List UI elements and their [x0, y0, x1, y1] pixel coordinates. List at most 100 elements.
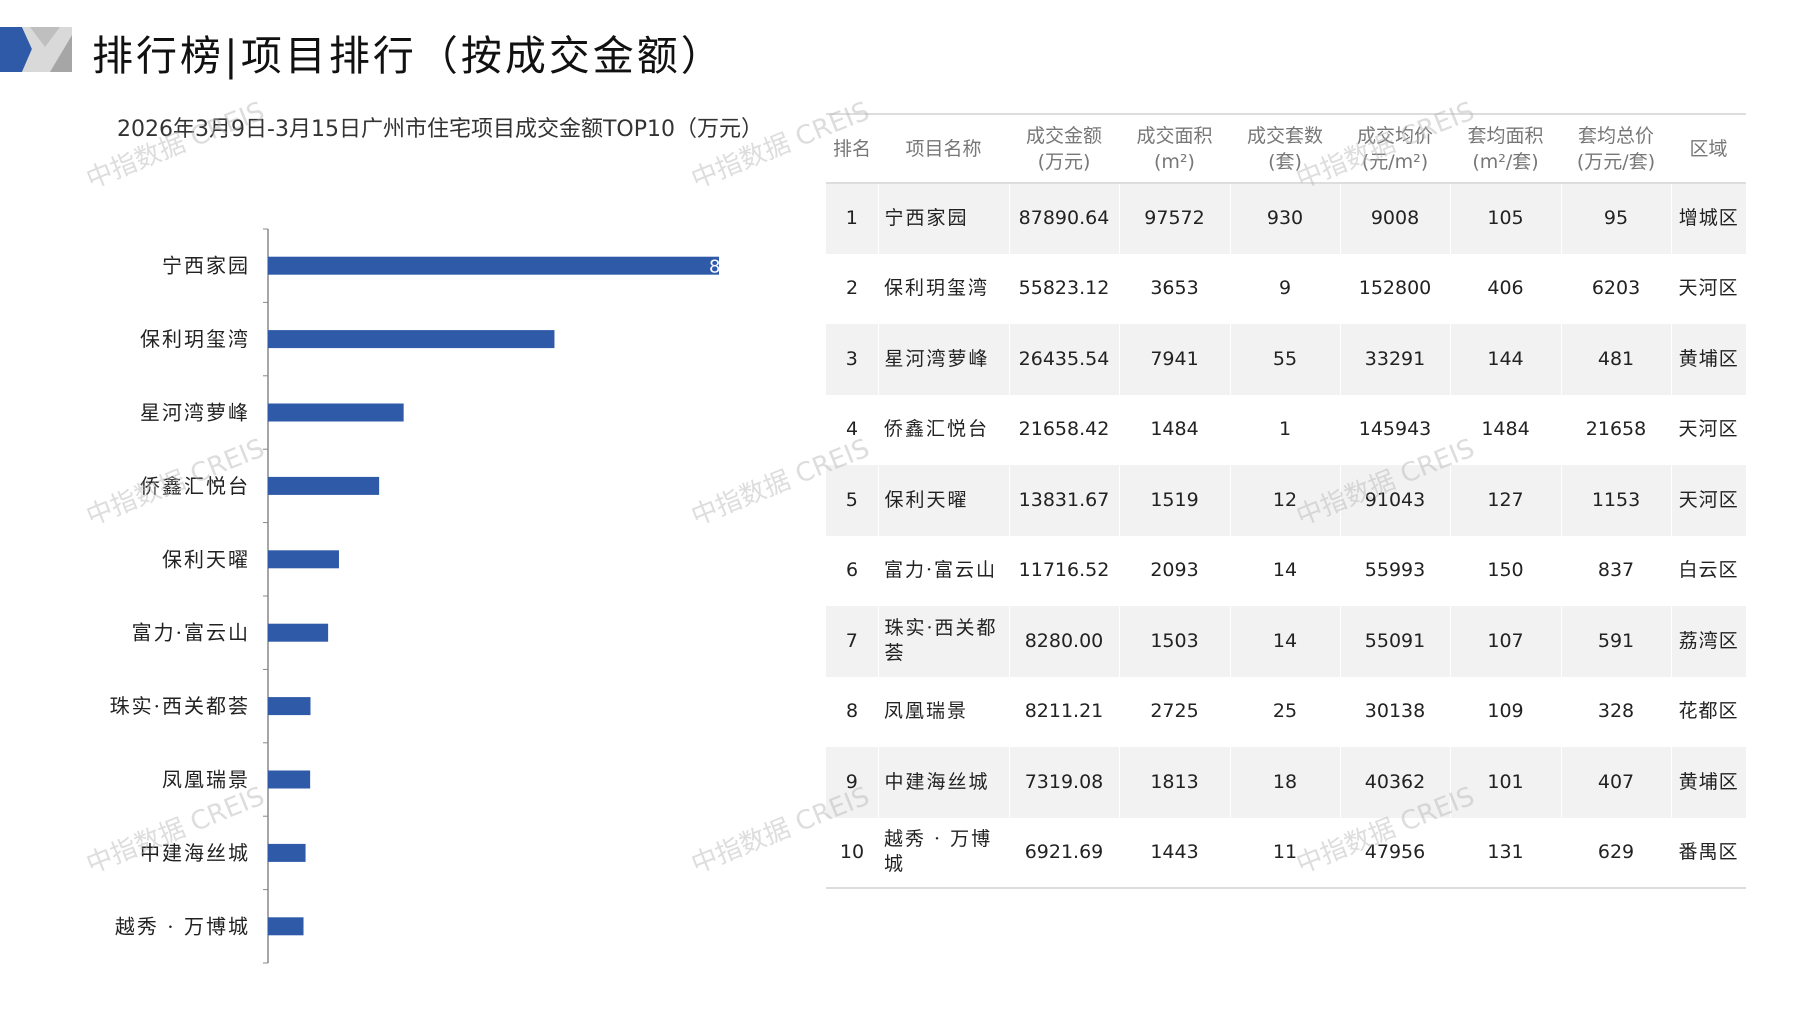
table-cell: 8211.21	[1024, 700, 1104, 723]
table-cell: 1484	[1481, 418, 1530, 441]
table-cell: 40362	[1339, 747, 1450, 818]
table-cell: 中建海丝城	[877, 747, 1009, 818]
category-label: 富力·富云山	[132, 621, 250, 645]
table-cell: 白云区	[1678, 559, 1739, 582]
header-line: 项目名称	[905, 137, 982, 160]
table-cell: 55	[1229, 324, 1340, 395]
table-cell: 14	[1229, 606, 1340, 677]
table-cell: 12	[1229, 465, 1340, 536]
table-cell: 增城区	[1670, 183, 1746, 254]
category-label: 宁西家园	[162, 254, 250, 278]
table-cell: 14	[1272, 559, 1298, 582]
table-cell: 144	[1449, 324, 1561, 395]
table-cell: 930	[1229, 183, 1340, 254]
table-cell: 55091	[1339, 606, 1450, 677]
header-line: 套均总价	[1577, 124, 1654, 147]
bar	[268, 403, 404, 422]
table-cell: 凤凰瑞景	[884, 700, 969, 723]
header-line: (m²/套)	[1472, 150, 1539, 173]
table-cell: 406	[1487, 277, 1524, 300]
table-cell: 4	[845, 418, 859, 441]
table-cell: 宁西家园	[877, 183, 1009, 254]
table-cell: 2093	[1150, 559, 1199, 582]
table-row: 5 保利天曜 13831.67 1519 12 91043 127 1153 天河区	[826, 465, 1746, 536]
table-cell: 10	[826, 817, 878, 889]
table-cell: 6203	[1591, 277, 1641, 300]
bar	[268, 770, 311, 789]
page-title: 排行榜|项目排行（按成交金额）	[92, 32, 725, 80]
table-cell: 3653	[1150, 277, 1199, 300]
table-cell: 黄埔区	[1670, 324, 1746, 395]
table-cell: 富力·富云山	[884, 559, 998, 582]
table-cell: 33291	[1339, 324, 1450, 395]
bar	[268, 476, 380, 495]
table-cell: 11716.52	[1018, 559, 1110, 582]
table-row: 7 珠实·西关都荟 8280.00 1503 14 55091 107 591 荔湾区	[826, 606, 1746, 677]
category-label: 中建海丝城	[140, 841, 250, 865]
chart-title: 2026年3月9日-3月15日广州市住宅项目成交金额TOP10（万元）	[117, 117, 763, 142]
header-line: 成交均价	[1356, 124, 1433, 147]
header-line: 成交金额	[1025, 124, 1102, 147]
table-cell: 21658	[1585, 418, 1647, 441]
table-cell: 星河湾萝峰	[877, 324, 1009, 395]
table-cell: 2725	[1150, 700, 1199, 723]
column-header: 套均面积 (m²/套)	[1450, 113, 1561, 184]
table-cell: 328	[1597, 700, 1635, 723]
table-cell: 55993	[1364, 559, 1426, 582]
header-line: (元/m²)	[1361, 150, 1429, 173]
table-cell: 107	[1449, 606, 1561, 677]
table-cell: 1503	[1118, 606, 1230, 677]
table-cell: 荔湾区	[1670, 606, 1746, 677]
table-cell: 407	[1560, 747, 1671, 818]
table-row: 10 越秀 · 万博城 6921.69 1443 11 47956 131 629 番禺区	[826, 817, 1746, 889]
table-cell: 109	[1487, 700, 1524, 723]
table-row: 1 宁西家园 87890.64 97572 930 9008 105 95 增城区	[826, 183, 1746, 254]
column-header: 成交面积 (m²)	[1119, 113, 1230, 184]
table-cell: 55823.12	[1018, 277, 1110, 300]
header-line: (套)	[1268, 150, 1302, 173]
table-cell: 47956	[1340, 817, 1450, 889]
header-line: 套均面积	[1467, 124, 1544, 147]
table-cell: 1	[826, 183, 878, 254]
table-cell: 1484	[1150, 418, 1199, 441]
table-cell: 18	[1229, 747, 1340, 818]
table-cell: 629	[1561, 817, 1671, 889]
table-cell: 30138	[1364, 700, 1426, 723]
table-cell: 127	[1449, 465, 1561, 536]
table-cell: 152800	[1358, 277, 1432, 300]
table-cell: 8280.00	[1008, 606, 1119, 677]
table-cell: 2	[845, 277, 859, 300]
table-cell: 1153	[1560, 465, 1671, 536]
table-cell: 1519	[1118, 465, 1230, 536]
table-cell: 天河区	[1670, 465, 1746, 536]
column-header: 项目名称	[878, 113, 1009, 184]
column-header: 成交均价 (元/m²)	[1340, 113, 1450, 184]
table-cell: 9	[826, 747, 878, 818]
bar	[268, 623, 329, 642]
table-cell: 1443	[1119, 817, 1230, 889]
table-cell: 13831.67	[1008, 465, 1119, 536]
table-row: 9 中建海丝城 7319.08 1813 18 40362 101 407 黄埔区	[826, 747, 1746, 818]
table-cell: 黄埔区	[1670, 747, 1746, 818]
header-line: 成交面积	[1136, 124, 1213, 147]
table-cell: 25	[1272, 700, 1298, 723]
table-cell: 131	[1450, 817, 1561, 889]
table-cell: 天河区	[1678, 277, 1739, 300]
table-row: 8 凤凰瑞景 8211.21 2725 25 30138 109 328 花都区	[826, 677, 1746, 748]
table-cell: 5	[826, 465, 878, 536]
table-cell: 保利玥玺湾	[884, 277, 990, 300]
table-cell: 95	[1560, 183, 1671, 254]
category-label: 侨鑫汇悦台	[140, 474, 250, 498]
table-cell: 侨鑫汇悦台	[884, 418, 990, 441]
header-line: (m²)	[1154, 150, 1195, 173]
category-label: 凤凰瑞景	[162, 768, 250, 792]
table-row: 4 侨鑫汇悦台 21658.42 1484 1 145943 1484 21658 天河区	[826, 395, 1746, 466]
category-label: 保利天曜	[162, 547, 250, 571]
bar	[268, 256, 719, 275]
table-cell: 150	[1487, 559, 1524, 582]
table-cell: 7941	[1118, 324, 1230, 395]
table-cell: 591	[1560, 606, 1671, 677]
bar	[268, 843, 306, 862]
column-header: 区域	[1671, 113, 1746, 184]
table-cell: 101	[1449, 747, 1561, 818]
